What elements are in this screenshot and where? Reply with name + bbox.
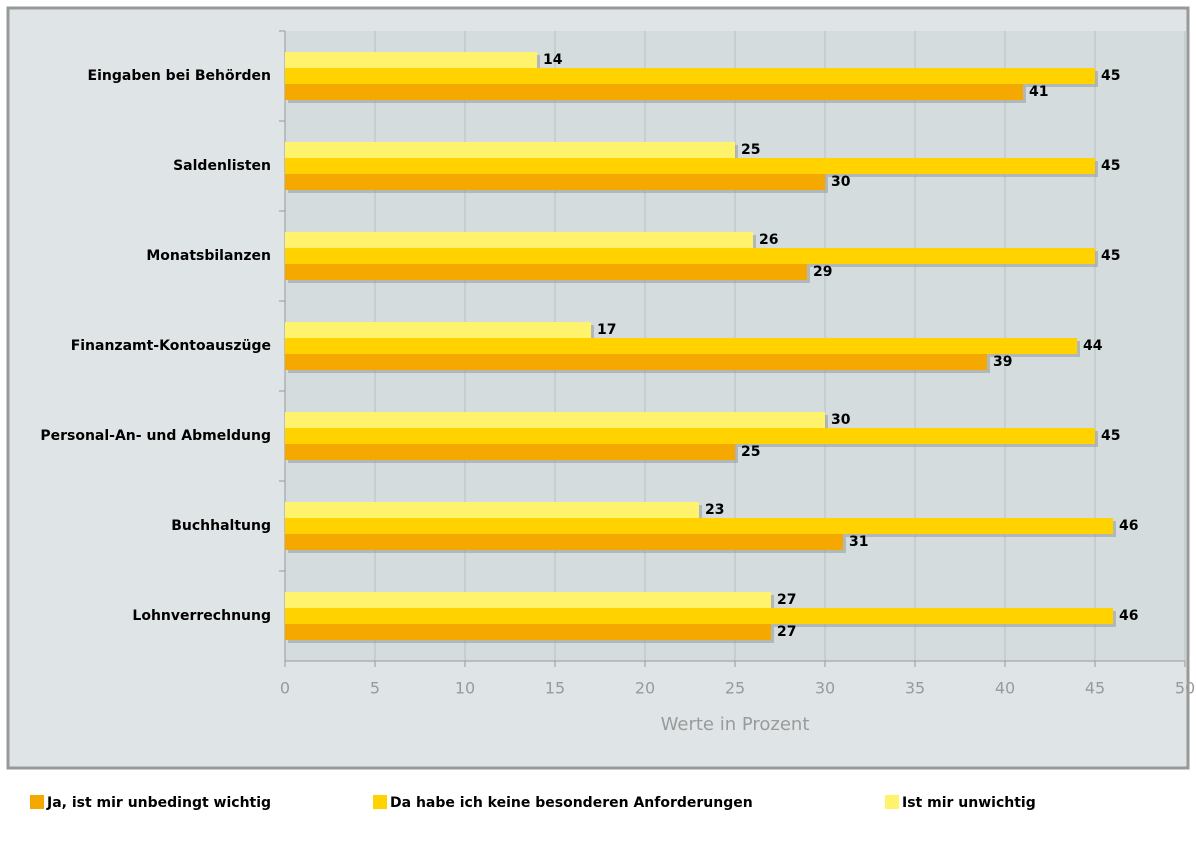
bar xyxy=(285,322,591,338)
value-label: 29 xyxy=(813,264,832,280)
value-label: 27 xyxy=(777,592,796,608)
value-label: 26 xyxy=(759,232,778,248)
bar xyxy=(285,608,1113,624)
value-label: 41 xyxy=(1029,84,1048,100)
bar xyxy=(285,248,1095,264)
bar xyxy=(285,518,1113,534)
value-label: 46 xyxy=(1119,608,1138,624)
value-label: 44 xyxy=(1083,338,1103,354)
legend-swatch xyxy=(885,795,899,809)
bar xyxy=(285,338,1077,354)
x-tick-label: 25 xyxy=(725,679,745,698)
value-label: 45 xyxy=(1101,158,1120,174)
bar xyxy=(285,84,1023,100)
y-tick-label: Saldenlisten xyxy=(173,158,271,174)
bar xyxy=(285,174,825,190)
value-label: 25 xyxy=(741,444,760,460)
bar xyxy=(285,158,1095,174)
x-tick-label: 35 xyxy=(905,679,925,698)
bar xyxy=(285,264,807,280)
value-label: 14 xyxy=(543,52,563,68)
bar xyxy=(285,232,753,248)
x-tick-label: 45 xyxy=(1085,679,1105,698)
legend-label: Da habe ich keine besonderen Anforderung… xyxy=(390,795,753,811)
y-tick-label: Monatsbilanzen xyxy=(146,248,271,264)
x-tick-label: 20 xyxy=(635,679,655,698)
x-tick-label: 30 xyxy=(815,679,835,698)
value-label: 17 xyxy=(597,322,616,338)
value-label: 45 xyxy=(1101,248,1120,264)
bar xyxy=(285,592,771,608)
x-axis-title: Werte in Prozent xyxy=(661,714,810,735)
value-label: 31 xyxy=(849,534,868,550)
legend-label: Ist mir unwichtig xyxy=(902,795,1036,811)
y-tick-label: Buchhaltung xyxy=(171,518,271,534)
bar xyxy=(285,534,843,550)
y-tick-label: Lohnverrechnung xyxy=(132,608,271,624)
x-tick-label: 50 xyxy=(1175,679,1195,698)
bar xyxy=(285,624,771,640)
legend-label: Ja, ist mir unbedingt wichtig xyxy=(46,795,271,811)
bar xyxy=(285,354,987,370)
bar xyxy=(285,412,825,428)
value-label: 39 xyxy=(993,354,1012,370)
bar xyxy=(285,68,1095,84)
y-tick-label: Personal-An- und Abmeldung xyxy=(40,428,271,444)
value-label: 23 xyxy=(705,502,724,518)
value-label: 45 xyxy=(1101,68,1120,84)
bar xyxy=(285,444,735,460)
value-label: 45 xyxy=(1101,428,1120,444)
legend-swatch xyxy=(373,795,387,809)
x-tick-label: 10 xyxy=(455,679,475,698)
bar xyxy=(285,428,1095,444)
y-tick-label: Finanzamt-Kontoauszüge xyxy=(71,338,271,354)
y-tick-label: Eingaben bei Behörden xyxy=(88,68,271,84)
x-tick-label: 40 xyxy=(995,679,1015,698)
x-tick-label: 15 xyxy=(545,679,565,698)
value-label: 25 xyxy=(741,142,760,158)
bar xyxy=(285,502,699,518)
x-tick-label: 5 xyxy=(370,679,380,698)
bar xyxy=(285,52,537,68)
value-label: 30 xyxy=(831,174,851,190)
x-tick-label: 0 xyxy=(280,679,290,698)
bar xyxy=(285,142,735,158)
legend-swatch xyxy=(30,795,44,809)
value-label: 27 xyxy=(777,624,796,640)
value-label: 30 xyxy=(831,412,851,428)
value-label: 46 xyxy=(1119,518,1138,534)
